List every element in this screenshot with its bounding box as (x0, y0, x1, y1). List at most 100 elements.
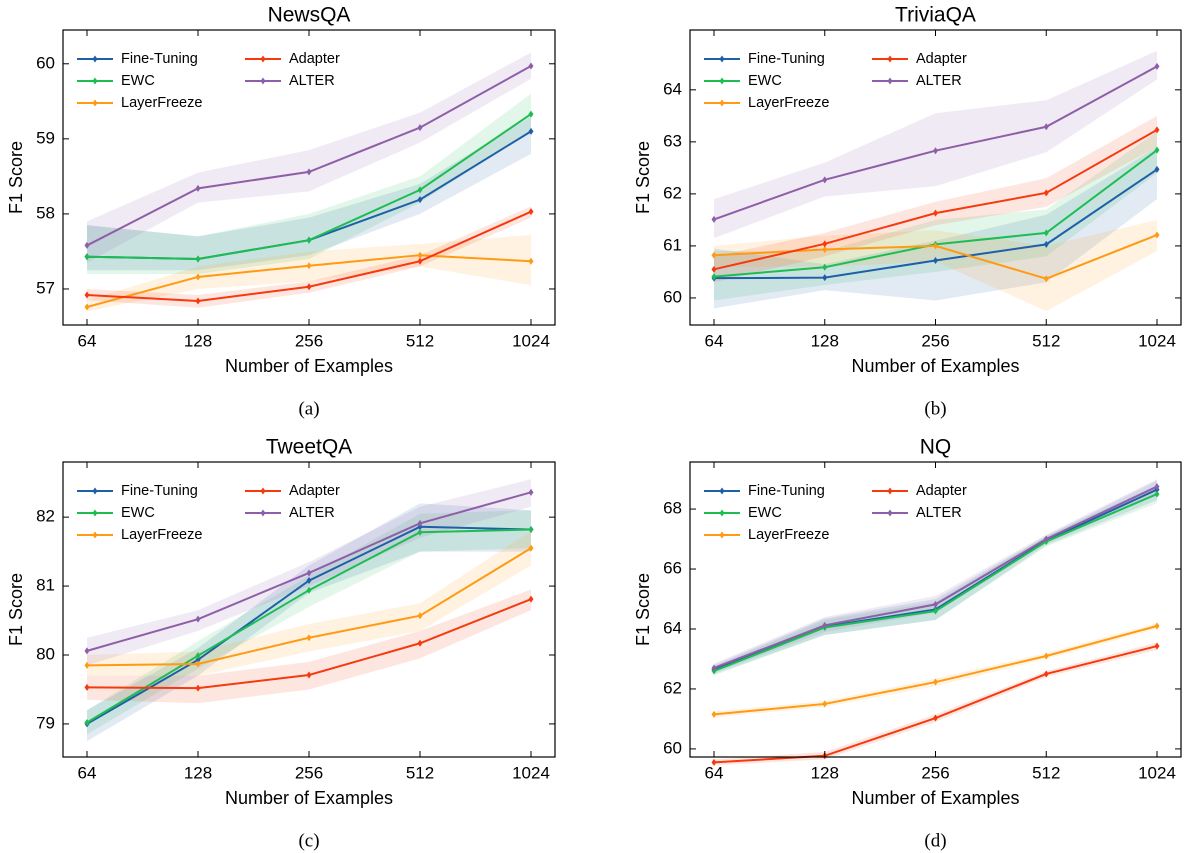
y-axis-label: F1 Score (633, 141, 653, 214)
y-tick-label: 66 (663, 559, 682, 578)
marker (822, 240, 828, 248)
marker (933, 714, 938, 722)
y-tick-label: 61 (663, 235, 682, 254)
marker (84, 719, 90, 727)
x-tick-label: 64 (78, 331, 97, 350)
legend-marker (92, 487, 98, 495)
marker (195, 273, 201, 281)
legend-marker (719, 99, 725, 107)
caption: (d) (924, 830, 946, 851)
marker (1154, 62, 1160, 70)
marker (933, 678, 938, 686)
legend-label: Adapter (289, 483, 340, 499)
chart-title: TriviaQA (895, 4, 976, 27)
legend-marker (887, 487, 893, 495)
chart-title: TweetQA (266, 436, 352, 459)
y-tick-label: 60 (36, 53, 55, 72)
legend-marker (92, 99, 98, 107)
legend-marker (719, 55, 725, 63)
legend-marker (92, 531, 98, 539)
marker (1154, 165, 1160, 173)
marker (933, 256, 938, 264)
marker (84, 253, 90, 261)
chart-panel: NewsQA Number of Examples F1 Score (a) 57 58 5… (6, 4, 556, 419)
marker (306, 634, 312, 642)
x-tick-label: 512 (1032, 763, 1060, 782)
x-axis-label: Number of Examples (225, 788, 393, 808)
marker (306, 577, 312, 585)
marker (528, 208, 534, 216)
y-axis-label: F1 Score (6, 573, 26, 646)
chart-panel: TriviaQA Number of Examples F1 Score (b) 60 6… (633, 4, 1182, 419)
legend-label: Adapter (916, 51, 967, 67)
x-axis-label: Number of Examples (851, 788, 1019, 808)
marker (1043, 535, 1049, 543)
legend-label: Fine-Tuning (748, 51, 825, 67)
x-tick-label: 1024 (512, 331, 550, 350)
legend-label: EWC (121, 73, 155, 89)
y-tick-label: 64 (663, 618, 682, 637)
legend-label: Fine-Tuning (748, 483, 825, 499)
legend-marker (260, 77, 266, 85)
legend-label: Fine-Tuning (121, 483, 198, 499)
marker (528, 127, 534, 135)
marker (417, 186, 423, 194)
confidence-band (714, 642, 1157, 766)
legend-marker (719, 509, 725, 517)
marker (195, 660, 201, 668)
x-tick-label: 64 (78, 763, 97, 782)
marker (1043, 189, 1049, 197)
marker (528, 595, 534, 603)
x-tick-label: 128 (811, 763, 839, 782)
marker (933, 607, 938, 615)
marker (711, 664, 717, 672)
marker (195, 184, 201, 192)
marker (1154, 483, 1160, 491)
marker (1043, 123, 1049, 131)
marker (933, 242, 938, 250)
legend-marker (260, 487, 266, 495)
x-tick-label: 1024 (512, 763, 550, 782)
marker (933, 147, 938, 155)
marker (417, 528, 423, 536)
marker (417, 639, 423, 647)
legend-label: Adapter (916, 483, 967, 499)
series-line (713, 645, 1158, 764)
legend-label: LayerFreeze (121, 95, 202, 111)
legend-label: Fine-Tuning (121, 51, 198, 67)
y-tick-label: 62 (663, 183, 682, 202)
legend-label: ALTER (289, 73, 335, 89)
y-tick-label: 59 (36, 128, 55, 147)
legend-marker (719, 487, 725, 495)
marker (528, 544, 534, 552)
legend-marker (92, 509, 98, 517)
legend-marker (887, 77, 893, 85)
legend-marker (719, 531, 725, 539)
marker (195, 615, 201, 623)
marker (711, 215, 717, 223)
marker (1154, 490, 1160, 498)
marker (822, 621, 828, 629)
marker (822, 263, 828, 271)
marker (84, 661, 90, 669)
legend-marker (719, 77, 725, 85)
marker (528, 257, 534, 265)
chart-title: NewsQA (268, 4, 351, 27)
marker (417, 196, 423, 204)
marker (84, 303, 90, 311)
x-axis-label: Number of Examples (851, 356, 1019, 376)
confidence-band (714, 131, 1157, 301)
y-tick-label: 68 (663, 499, 682, 518)
x-tick-label: 512 (1032, 331, 1060, 350)
x-tick-label: 128 (184, 331, 212, 350)
marker (306, 262, 312, 270)
marker (195, 656, 201, 664)
marker (306, 586, 312, 594)
marker (528, 488, 534, 496)
chart-panel: TweetQA Number of Examples F1 Score (c) 79 80… (6, 436, 556, 851)
marker (1043, 670, 1049, 678)
chart-panel: NQ Number of Examples F1 Score (d) 60 62 64 66 6… (633, 436, 1182, 851)
marker (711, 758, 717, 766)
y-tick-label: 80 (36, 644, 55, 663)
confidence-band (87, 503, 531, 742)
